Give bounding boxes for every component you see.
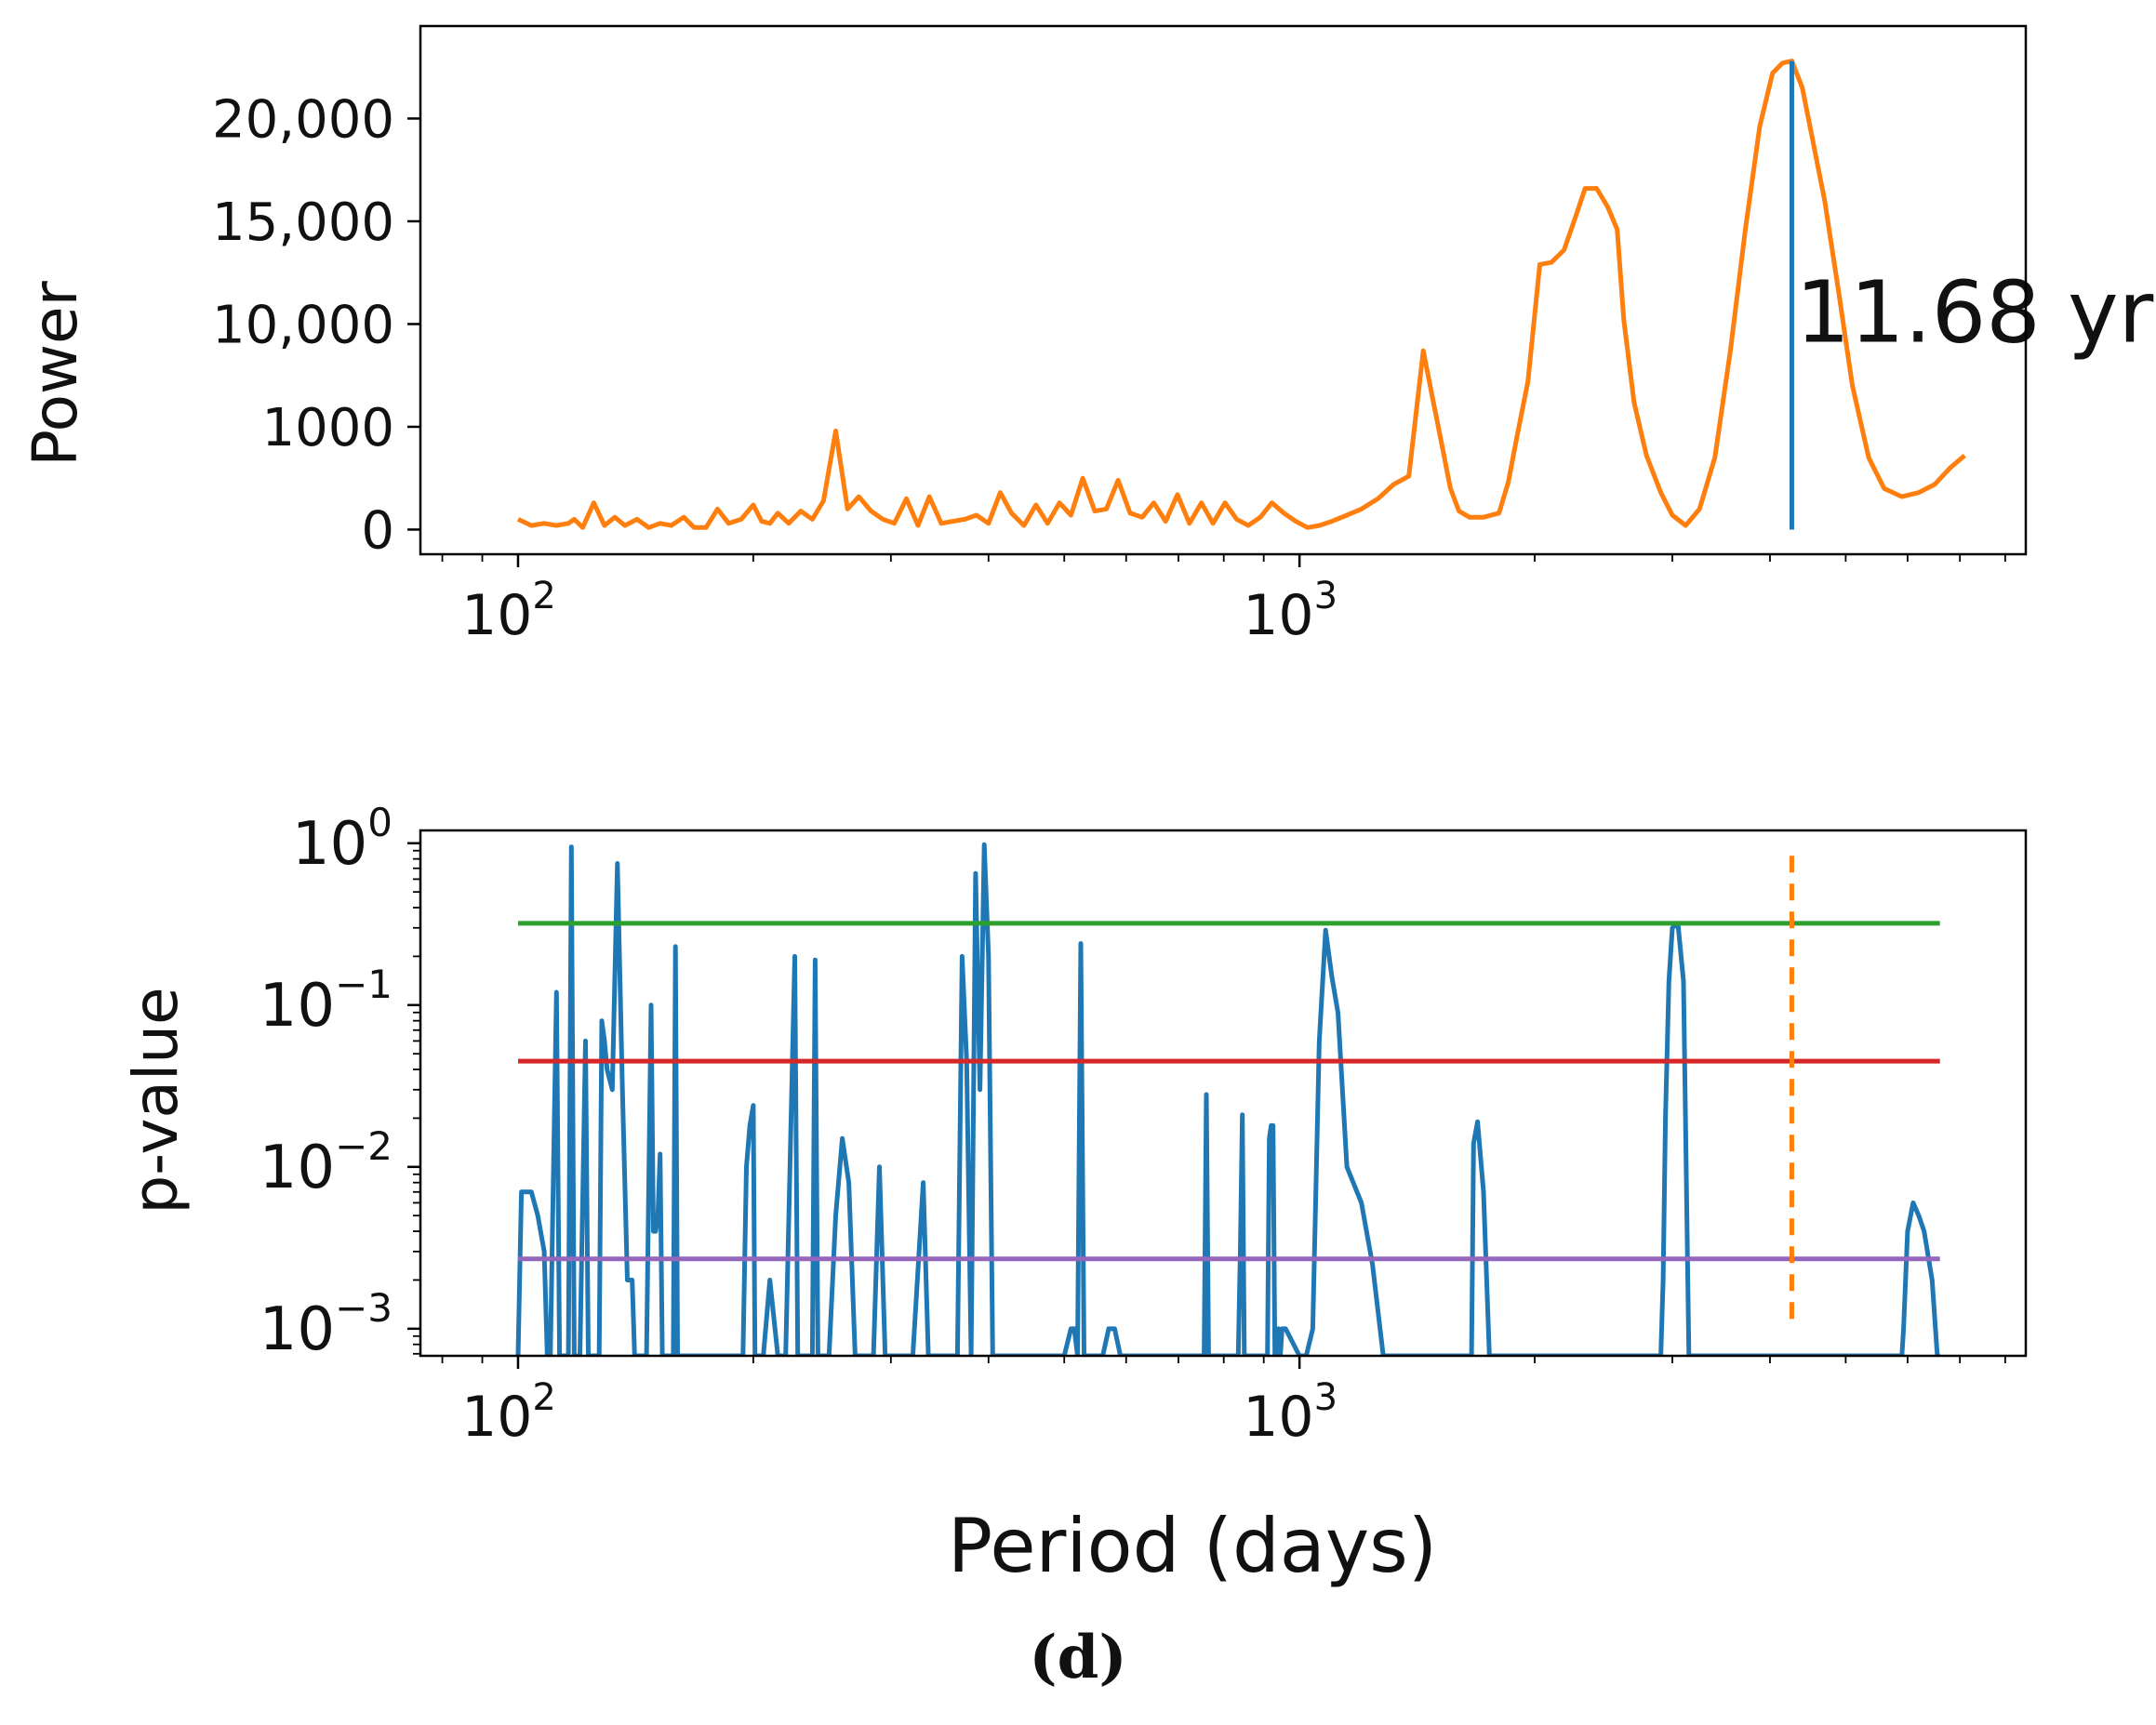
figure-caption: (d) [1029,1623,1127,1692]
y-tick-label: 10−2 [260,1123,393,1202]
x-tick-label: 103 [1243,1376,1338,1450]
pvalue-panel: 100 10−1 10−2 10−3 p-value 102 103 Period (days… [120,800,2028,1589]
x-tick-label: 102 [461,1376,556,1450]
y-axis-label: p-value [120,987,192,1214]
y-axis-label: Power [20,280,91,466]
y-tick-label: 20,000 [212,89,394,150]
axes-frame [419,24,2028,556]
data-layer [515,842,1940,1356]
peak-annotation: 11.68 yr [1795,262,2153,362]
power-series-line [516,59,1966,530]
y-tick-label: 10−1 [260,962,393,1041]
x-axis-label: Period (days) [948,1503,1437,1589]
y-tick-label: 15,000 [212,192,394,253]
y-tick-label: 100 [292,800,393,879]
x-tick-label: 103 [1243,575,1338,648]
y-tick-label: 0 [361,500,394,561]
y-tick-label: 10−3 [260,1285,393,1364]
y-tick-label: 10,000 [212,295,394,355]
pvalue-series-line [515,842,1940,1356]
axes-frame [419,829,2028,1358]
x-tick-label: 102 [461,575,556,648]
y-tick-label: 1000 [261,398,394,458]
power-panel: 0 1000 10,000 15,000 20,000 Power 102 103 11.68 … [20,24,2154,648]
